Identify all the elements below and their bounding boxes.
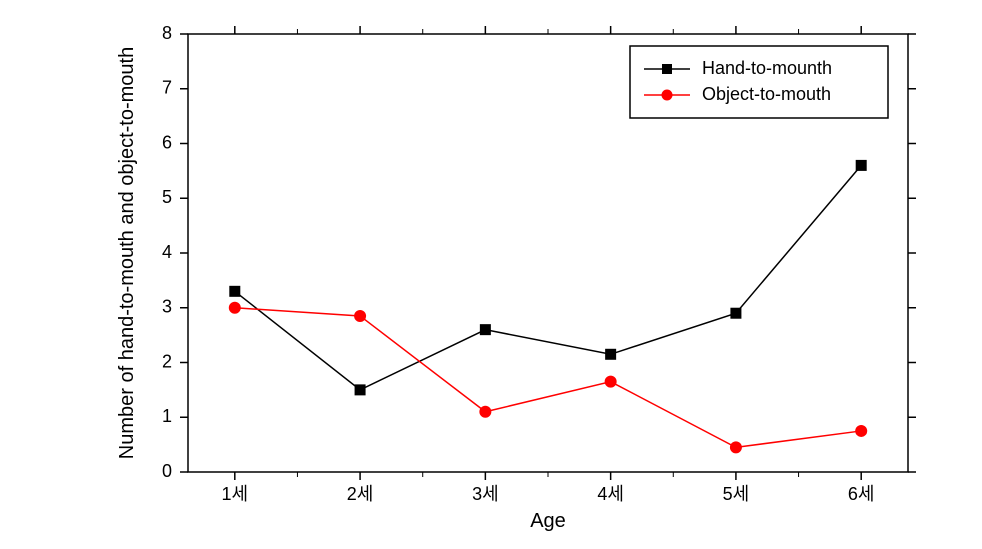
y-tick-label: 2 (162, 351, 172, 371)
series-marker-square (856, 160, 866, 170)
chart-container: 0 1 2 3 4 5 6 7 8 1세 2세 3세 4세 5세 6세 Age Number of hand-t… (0, 0, 982, 549)
x-tick-label: 3세 (472, 484, 499, 504)
y-tick-label: 8 (162, 23, 172, 43)
y-tick-label: 6 (162, 132, 172, 152)
series-marker-circle (480, 406, 491, 417)
series-marker-circle (605, 376, 616, 387)
x-tick-label: 5세 (723, 484, 750, 504)
series-marker-square (606, 349, 616, 359)
series-marker-circle (856, 425, 867, 436)
x-tick-label: 6세 (848, 484, 875, 504)
series-marker-square (230, 286, 240, 296)
x-tick-label: 2세 (347, 484, 374, 504)
y-tick-label: 1 (162, 406, 172, 426)
x-axis-title: Age (530, 510, 566, 532)
legend-label: Hand-to-mounth (702, 58, 832, 78)
y-tick-label: 3 (162, 297, 172, 317)
line-chart: 0 1 2 3 4 5 6 7 8 1세 2세 3세 4세 5세 6세 Age Number of hand-t… (0, 0, 982, 549)
x-tick-label: 4세 (597, 484, 624, 504)
series-marker-circle (229, 302, 240, 313)
series-marker-circle (355, 310, 366, 321)
series-marker-circle (730, 442, 741, 453)
y-tick-label: 4 (162, 242, 172, 262)
legend-marker-square (662, 64, 672, 74)
y-tick-label: 7 (162, 78, 172, 98)
legend-label: Object-to-mouth (702, 84, 831, 104)
series-marker-square (355, 385, 365, 395)
y-tick-label: 0 (162, 461, 172, 481)
legend-marker-circle (662, 90, 673, 101)
y-axis-title: Number of hand-to-mouth and object-to-mo… (116, 47, 138, 459)
series-marker-square (480, 325, 490, 335)
x-tick-label: 1세 (222, 484, 249, 504)
y-tick-label: 5 (162, 187, 172, 207)
series-marker-square (731, 308, 741, 318)
